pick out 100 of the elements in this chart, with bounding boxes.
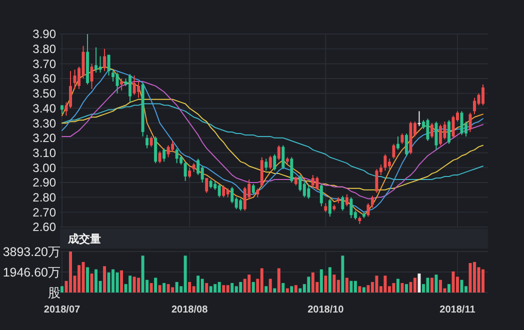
bar [409, 282, 412, 292]
candlestick [103, 48, 106, 72]
bar [209, 286, 212, 292]
bar [128, 276, 132, 292]
bar [248, 274, 251, 292]
candlestick [268, 155, 272, 170]
bar [214, 284, 217, 292]
bar [404, 284, 408, 292]
bar [290, 286, 294, 292]
bar [311, 272, 314, 292]
candlestick [452, 115, 455, 138]
candlestick [218, 183, 221, 198]
candlestick [418, 110, 421, 127]
bar [141, 256, 144, 292]
bar [438, 280, 442, 292]
candlestick [290, 156, 294, 183]
bar [426, 278, 430, 292]
x-tick-label: 2018/10 [308, 304, 344, 316]
bar [307, 276, 310, 292]
bar [150, 283, 153, 292]
bar [175, 282, 178, 292]
candlestick [107, 54, 110, 76]
candlestick [482, 84, 484, 106]
bar [282, 283, 285, 292]
candlestick [230, 186, 234, 204]
bar [452, 271, 455, 292]
y-tick-label: 2.60 [32, 220, 56, 234]
y-tick-label: 2.80 [32, 190, 56, 205]
candlestick [370, 195, 374, 208]
candlestick [282, 144, 285, 170]
bar [112, 269, 115, 292]
bar [460, 280, 464, 292]
candlestick [375, 168, 378, 194]
y-tick-label: 3.10 [32, 146, 56, 160]
candlestick [298, 174, 302, 192]
y-tick-label: 3.00 [32, 160, 56, 175]
candlestick [443, 121, 446, 140]
bar [196, 276, 200, 292]
candlestick [396, 136, 400, 150]
line-series [62, 98, 484, 190]
candlestick [384, 154, 387, 172]
y-tick-label: 2.70 [32, 205, 56, 220]
bar [218, 282, 221, 292]
bar [205, 283, 208, 292]
bar [324, 276, 328, 292]
candlestick [328, 198, 332, 218]
candlestick [404, 132, 408, 156]
bar [413, 278, 416, 292]
bar [226, 285, 230, 292]
candlestick [137, 81, 140, 98]
bar [286, 288, 289, 292]
bar [418, 274, 421, 292]
candlestick [120, 78, 124, 91]
bar [107, 272, 110, 292]
candlestick [69, 70, 72, 109]
bar [320, 269, 323, 292]
bar [69, 252, 72, 292]
y-tick-label: 3.60 [32, 72, 56, 86]
bar [350, 280, 353, 292]
bar [447, 284, 450, 292]
candlestick [222, 184, 226, 198]
bar [252, 282, 255, 292]
bar [400, 283, 404, 292]
y-tick-label: 3.20 [32, 131, 56, 146]
candlestick [162, 148, 166, 162]
candlestick [320, 183, 323, 207]
bar [264, 286, 268, 292]
bar [234, 286, 238, 292]
bar [171, 287, 174, 292]
candlestick [447, 120, 450, 144]
candlestick [166, 144, 170, 158]
candlestick [158, 150, 162, 164]
bar [192, 286, 196, 292]
candlestick [273, 154, 276, 172]
candlestick [116, 72, 119, 94]
bar [239, 282, 242, 292]
candlestick [345, 194, 348, 207]
y-tick-label: 3.70 [32, 56, 56, 71]
bar [86, 267, 90, 292]
bar [434, 274, 438, 292]
y-tick-label: 股 [48, 286, 61, 300]
bar [132, 276, 136, 292]
x-tick-label: 2018/08 [172, 304, 208, 316]
bar [366, 285, 370, 292]
bar [154, 278, 158, 292]
candlestick [252, 183, 255, 195]
candlestick [426, 118, 430, 142]
y-tick-label: 3893.20万 [2, 244, 61, 259]
bar [200, 278, 204, 292]
candlestick [350, 196, 353, 219]
bar [482, 269, 484, 292]
candlestick [150, 136, 153, 148]
candlestick [473, 97, 476, 115]
y-tick-label: 1946.60万 [2, 265, 61, 280]
bar [103, 266, 106, 292]
bar [384, 276, 387, 292]
bar [188, 282, 192, 292]
y-tick-label: 3.50 [32, 86, 56, 101]
bar [362, 287, 366, 292]
bar [298, 288, 302, 292]
